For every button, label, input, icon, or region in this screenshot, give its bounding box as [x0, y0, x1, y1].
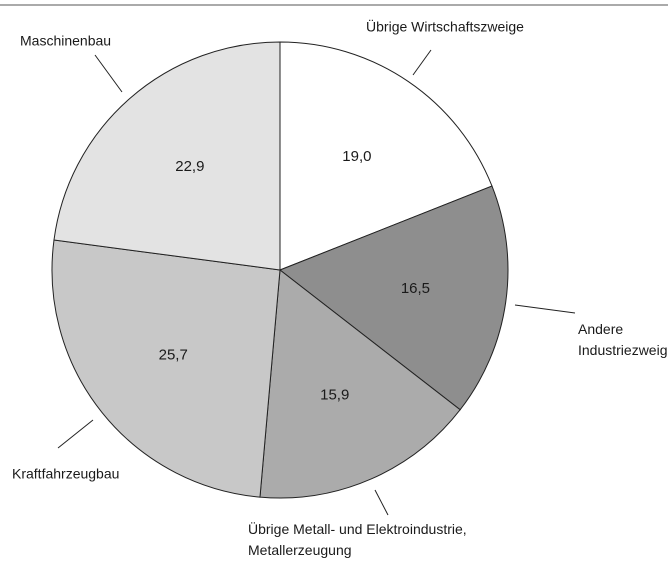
- value-label: 15,9: [320, 386, 349, 403]
- leader-line: [94, 54, 123, 93]
- category-label: Übrige Metall- und Elektroindustrie, Meta…: [248, 520, 467, 558]
- pie-slice: [279, 185, 509, 411]
- category-label: Übrige Wirtschaftszweige: [366, 18, 524, 35]
- category-label: Andere Industriezweige: [578, 321, 668, 358]
- leader-line: [57, 419, 94, 449]
- pie-slice: [53, 41, 281, 271]
- value-label: 25,7: [159, 347, 188, 364]
- category-label: Maschinenbau: [20, 33, 111, 49]
- leader-line: [374, 489, 389, 516]
- pie-slice: [259, 269, 461, 499]
- value-label: 16,5: [401, 280, 430, 297]
- pie-slice: [51, 239, 281, 498]
- leader-line: [514, 304, 576, 314]
- pie-slice: [279, 41, 493, 271]
- value-label: 22,9: [175, 158, 204, 175]
- leader-line: [412, 49, 432, 76]
- category-label: Kraftfahrzeugbau: [12, 466, 119, 482]
- value-label: 19,0: [342, 148, 371, 165]
